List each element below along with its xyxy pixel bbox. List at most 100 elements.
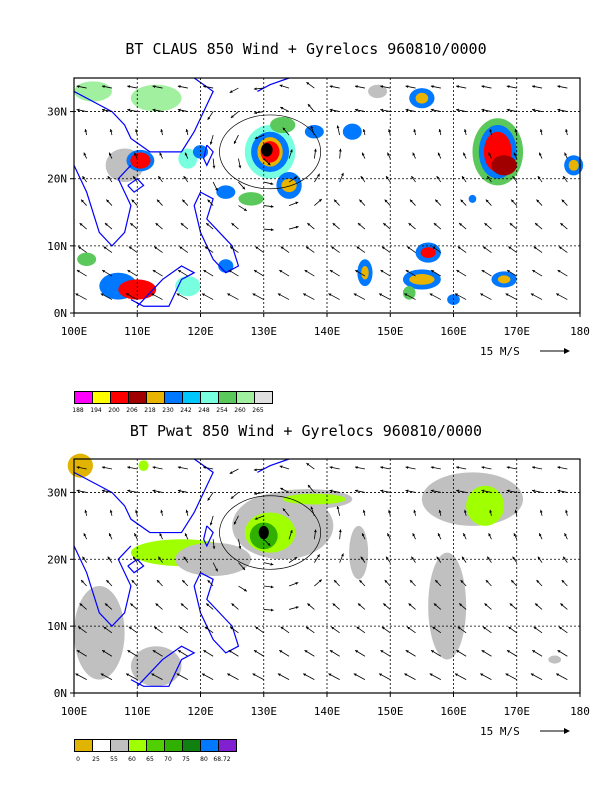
wind-arrowhead bbox=[355, 270, 359, 273]
wind-arrowhead bbox=[243, 208, 247, 211]
wind-arrowhead bbox=[255, 246, 259, 250]
wind-arrowhead bbox=[508, 246, 512, 250]
wind-arrowhead bbox=[160, 129, 164, 132]
vector-reference-label: 15 M/S bbox=[480, 345, 520, 358]
colorbar-label: 248 bbox=[198, 407, 210, 414]
wind-arrowhead bbox=[411, 176, 415, 180]
wind-arrowhead bbox=[386, 176, 389, 180]
wind-arrowhead bbox=[361, 152, 365, 156]
cloud-feature bbox=[130, 152, 151, 169]
wind-arrowhead bbox=[556, 293, 560, 297]
wind-arrowhead bbox=[481, 85, 485, 88]
wind-arrowhead bbox=[485, 199, 489, 203]
cloud-feature bbox=[491, 155, 517, 176]
wind-arrowhead bbox=[509, 223, 513, 226]
wind-arrowhead bbox=[383, 223, 387, 226]
wind-arrowhead bbox=[126, 293, 130, 297]
wind-arrowhead bbox=[303, 293, 307, 297]
wind-arrowhead bbox=[457, 246, 461, 250]
lon-label: 170E bbox=[504, 325, 531, 338]
wind-arrowhead bbox=[561, 199, 565, 203]
colorbar-label: 68.72 bbox=[213, 756, 231, 763]
wind-arrowhead bbox=[456, 108, 460, 112]
colorbar-label: 188 bbox=[72, 407, 84, 414]
wind-arrowhead bbox=[532, 108, 535, 112]
wind-arrowhead bbox=[107, 176, 111, 180]
wind-arrowhead bbox=[380, 108, 384, 112]
cloud-feature bbox=[216, 185, 236, 199]
bottom-panel-title: BT Pwat 850 Wind + Gyrelocs 960810/0000 bbox=[129, 422, 483, 440]
wind-arrowhead bbox=[535, 223, 538, 226]
wind-arrowhead bbox=[557, 85, 561, 88]
wind-arrowhead bbox=[179, 246, 183, 250]
coastline bbox=[73, 77, 214, 153]
wind-arrowhead bbox=[537, 176, 541, 180]
wind-arrowhead bbox=[461, 176, 465, 180]
wind-arrowhead bbox=[430, 85, 434, 88]
wind-arrowhead bbox=[505, 293, 509, 297]
wind-arrowhead bbox=[215, 187, 218, 191]
wind-arrowhead bbox=[539, 152, 542, 156]
wind-arrowhead bbox=[530, 293, 534, 297]
cloud-feature bbox=[497, 275, 511, 284]
wind-arrowhead bbox=[182, 199, 186, 203]
colorbar-label: 0 bbox=[76, 756, 80, 763]
wind-arrowhead bbox=[459, 223, 463, 226]
wind-arrowhead bbox=[341, 172, 344, 176]
wind-arrowhead bbox=[331, 246, 335, 250]
lon-label: 180 bbox=[570, 325, 590, 338]
wind-arrowhead bbox=[104, 223, 108, 226]
wind-arrowhead bbox=[512, 176, 516, 180]
wind-arrowhead bbox=[328, 293, 332, 297]
wind-arrowhead bbox=[270, 182, 274, 186]
wind-arrowhead bbox=[180, 223, 184, 226]
cloud-feature bbox=[74, 81, 112, 102]
wind-arrowhead bbox=[307, 104, 311, 107]
colorbar-swatch bbox=[218, 739, 237, 752]
wind-arrowhead bbox=[76, 108, 80, 112]
wind-arrowhead bbox=[101, 108, 105, 112]
wind-arrowhead bbox=[201, 293, 205, 297]
colorbar-label: 260 bbox=[234, 407, 246, 414]
wind-arrowhead bbox=[207, 116, 211, 120]
wind-arrowhead bbox=[359, 199, 363, 203]
wind-arrowhead bbox=[279, 270, 283, 273]
colorbar-swatch bbox=[182, 739, 201, 752]
wind-arrowhead bbox=[483, 246, 487, 250]
wind-arrowhead bbox=[254, 136, 258, 140]
wind-arrowhead bbox=[489, 129, 493, 132]
wind-arrowhead bbox=[100, 293, 104, 297]
wind-arrowhead bbox=[267, 162, 271, 166]
colorbar-label: 194 bbox=[90, 407, 102, 414]
bottom-colorbar bbox=[74, 739, 237, 752]
wind-arrowhead bbox=[463, 129, 467, 132]
wind-arrowhead bbox=[101, 85, 105, 88]
wind-arrowhead bbox=[412, 152, 416, 156]
wind-arrowhead bbox=[108, 152, 112, 156]
wind-arrowhead bbox=[436, 176, 440, 180]
wind-arrowhead bbox=[404, 293, 408, 297]
wind-arrowhead bbox=[134, 152, 137, 156]
lon-label: 140E bbox=[314, 325, 341, 338]
wind-arrowhead bbox=[488, 152, 492, 156]
lat-label: 10N bbox=[47, 240, 67, 253]
wind-arrowhead bbox=[228, 270, 232, 273]
lon-label: 160E bbox=[440, 325, 467, 338]
wind-arrowhead bbox=[533, 246, 537, 250]
wind-arrowhead bbox=[280, 107, 284, 110]
wind-arrowhead bbox=[329, 85, 333, 88]
colorbar-swatch bbox=[236, 391, 255, 404]
wind-arrowhead bbox=[380, 85, 384, 88]
colorbar-swatch bbox=[92, 739, 111, 752]
cloud-feature bbox=[238, 192, 264, 206]
wind-arrowhead bbox=[270, 228, 274, 232]
coastline bbox=[257, 77, 290, 92]
wind-arrowhead bbox=[463, 152, 466, 156]
wind-arrowhead bbox=[433, 223, 437, 226]
colorbar-label: 55 bbox=[110, 756, 118, 763]
wind-arrowhead bbox=[357, 223, 361, 226]
wind-arrowhead bbox=[282, 127, 286, 131]
wind-arrowhead bbox=[253, 270, 257, 273]
colorbar-swatch bbox=[92, 391, 111, 404]
